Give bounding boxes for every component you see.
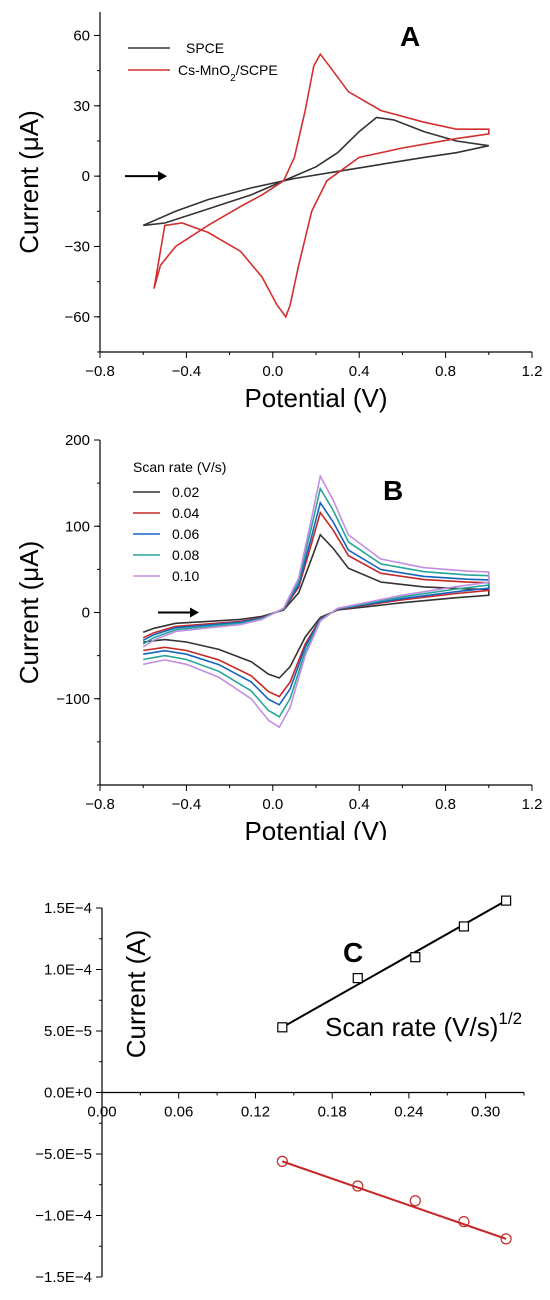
- y-tick-label: −5.0E−5: [35, 1146, 92, 1163]
- legend-label-0.10: 0.10: [172, 568, 199, 584]
- fit-line-2: [281, 1160, 507, 1240]
- y-tick-label: 0: [82, 605, 90, 622]
- x-tick-label: 0.0: [262, 363, 283, 380]
- panel-label-a: A: [400, 21, 420, 52]
- y-tick-label: 1.5E−4: [44, 900, 92, 917]
- x-tick-label: −0.8: [85, 796, 115, 813]
- arrow-head-icon: [190, 607, 199, 618]
- data-point-circle: [276, 1155, 288, 1167]
- x-axis-label: Potential (V): [244, 383, 387, 413]
- x-tick-label: 0.00: [87, 1104, 116, 1121]
- series-line-0.10: [142, 473, 490, 729]
- y-tick-label: 0.0E+0: [44, 1085, 92, 1102]
- y-tick-label: 200: [65, 432, 90, 449]
- y-axis-label: Current (μA): [14, 541, 44, 685]
- y-tick-label: 0: [82, 168, 90, 185]
- y-tick-label: −30: [65, 238, 90, 255]
- x-tick-label: −0.4: [172, 796, 202, 813]
- x-tick-label: 0.8: [435, 363, 456, 380]
- data-point-circle: [352, 1180, 364, 1192]
- panel-label-c: C: [343, 937, 363, 968]
- y-tick-label: 60: [73, 27, 90, 44]
- x-axis-label: Potential (V): [244, 816, 387, 840]
- legend-label-0.08: 0.08: [172, 547, 199, 563]
- data-point-square: [500, 895, 512, 906]
- data-point-square: [352, 973, 363, 984]
- data-point-circle: [409, 1195, 421, 1207]
- series-line-2: [153, 52, 490, 319]
- x-tick-label: 0.30: [471, 1104, 500, 1121]
- x-tick-label: 0.8: [435, 796, 456, 813]
- y-tick-label: 100: [65, 518, 90, 535]
- x-tick-label: 0.24: [394, 1104, 423, 1121]
- x-tick-label: 0.4: [349, 363, 370, 380]
- x-tick-label: 0.18: [318, 1104, 347, 1121]
- x-tick-label: 1.2: [522, 363, 543, 380]
- x-tick-label: −0.8: [85, 363, 115, 380]
- legend-label-0.02: 0.02: [172, 484, 199, 500]
- chart-b: −0.8 −0.4 0.0 0.4 0.8 1.2 200 100 0 −100 Potential…: [14, 432, 543, 840]
- legend-title: Scan rate (V/s): [133, 459, 226, 475]
- x-axis-label: Scan rate (V/s)1/2: [325, 1009, 522, 1042]
- data-point-square: [410, 952, 421, 963]
- arrow-head-icon: [158, 171, 167, 182]
- data-point-circle: [500, 1233, 512, 1245]
- y-tick-label: 1.0E−4: [44, 962, 92, 979]
- x-tick-label: 0.0: [262, 796, 283, 813]
- y-tick-label: −1.0E−4: [35, 1208, 92, 1225]
- y-tick-label: −60: [65, 309, 90, 326]
- x-tick-label: 0.12: [241, 1104, 270, 1121]
- x-tick-label: −0.4: [172, 363, 202, 380]
- y-tick-label: 30: [73, 98, 90, 115]
- legend-label-0.04: 0.04: [172, 505, 199, 521]
- data-point-circle: [458, 1216, 470, 1228]
- x-tick-label: 1.2: [522, 796, 543, 813]
- data-point-square: [277, 1022, 288, 1033]
- series-line-1: [142, 116, 489, 227]
- y-tick-label: −100: [56, 691, 90, 708]
- y-tick-label: 5.0E−5: [44, 1023, 92, 1040]
- x-tick-label: 0.4: [349, 796, 370, 813]
- legend-label-cs-mno2: Cs-MnO2/SCPE: [178, 62, 278, 84]
- legend-label-0.06: 0.06: [172, 526, 199, 542]
- panel-label-b: B: [383, 475, 403, 506]
- chart-a: −0.8 −0.4 0.0 0.4 0.8 1.2 60 30 0 −30 −60 Potential…: [14, 12, 543, 413]
- series-line-0.08: [142, 486, 490, 718]
- y-axis-label: Current (μA): [14, 110, 44, 254]
- chart-c: 0.00 0.06 0.12 0.18 0.24 0.30 1.5E−4 1.0E−4 5.0E…: [35, 895, 525, 1286]
- y-tick-label: −1.5E−4: [35, 1269, 92, 1286]
- x-tick-label: 0.06: [164, 1104, 193, 1121]
- legend-label-spce: SPCE: [186, 40, 224, 56]
- data-point-square: [458, 921, 469, 932]
- y-axis-label: Current (A): [121, 930, 151, 1059]
- fit-line-1: [281, 899, 507, 1029]
